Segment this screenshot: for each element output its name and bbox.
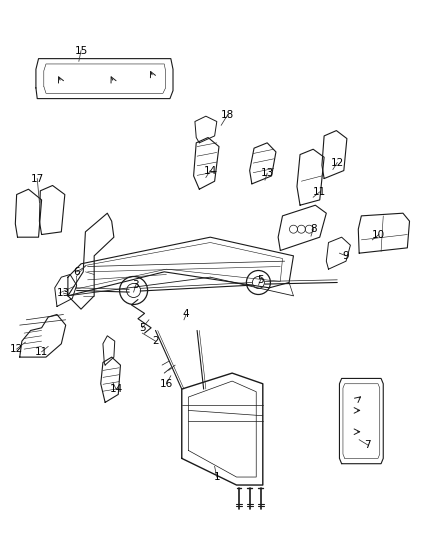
Text: 17: 17 [31,174,44,183]
Text: 11: 11 [313,187,326,197]
Text: 14: 14 [110,384,123,394]
Text: 9: 9 [343,251,350,261]
Text: 4: 4 [183,310,190,319]
Text: 16: 16 [160,379,173,389]
Text: 18: 18 [221,110,234,119]
Text: 2: 2 [152,336,159,346]
Text: 8: 8 [310,224,317,234]
Text: 1: 1 [213,472,220,482]
Text: 14: 14 [204,166,217,175]
Text: 15: 15 [74,46,88,55]
Text: 7: 7 [364,440,371,450]
Text: 12: 12 [331,158,344,167]
Text: 12: 12 [10,344,23,354]
Text: 3: 3 [132,280,139,290]
Text: 10: 10 [372,230,385,239]
Text: 6: 6 [73,267,80,277]
Text: 5: 5 [139,323,146,333]
Text: 5: 5 [257,275,264,285]
Text: 13: 13 [57,288,70,298]
Text: 13: 13 [261,168,274,178]
Text: 11: 11 [35,347,48,357]
